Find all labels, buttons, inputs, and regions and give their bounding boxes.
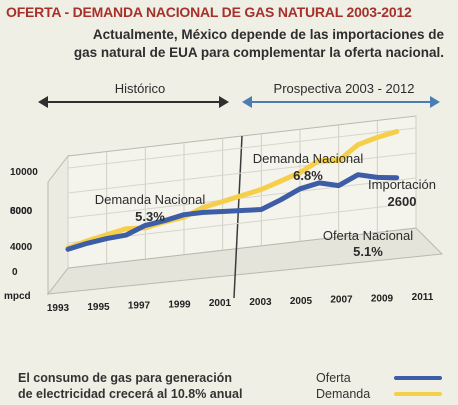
x-tick-label: 2007	[330, 295, 353, 306]
x-tick-label: 2009	[371, 293, 394, 304]
x-tick-label: 1999	[168, 299, 191, 310]
legend-swatch-demanda	[394, 392, 442, 396]
x-tick-label: 2005	[290, 296, 313, 307]
y-axis-unit-label: mpcd	[4, 291, 31, 302]
legend-swatch-oferta	[394, 376, 442, 380]
y-tick-label-zero: 0	[12, 267, 18, 278]
forecast-period-arrow	[242, 96, 440, 108]
annotation-forecast-demand-value: 6.8%	[293, 168, 323, 183]
series-line-oferta	[65, 172, 400, 252]
y-tick-label: 4000	[10, 242, 33, 253]
x-tick-label: 1995	[87, 302, 110, 313]
period-divider	[233, 135, 243, 299]
x-tick-label: 2011	[412, 292, 434, 303]
annotation-supply-label: Oferta Nacional	[323, 228, 413, 243]
subtitle-line-1: Actualmente, México depende de las impor…	[92, 27, 444, 42]
annotation-historic-demand-value: 5.3%	[135, 209, 165, 224]
annotation-forecast-demand-label: Demanda Nacional	[253, 151, 364, 166]
x-tick-label: 1997	[128, 301, 151, 312]
legend-item-oferta: Oferta	[316, 370, 442, 386]
series-layer	[65, 129, 400, 252]
y-tick-label: 10000	[10, 167, 38, 178]
legend-item-demanda: Demanda	[316, 386, 442, 402]
x-tick-label: 1993	[47, 303, 70, 314]
annotation-import-value: 2600	[388, 194, 417, 209]
legend-label-oferta: Oferta	[316, 371, 351, 385]
y-tick-label: 8000	[10, 206, 33, 217]
y-tick-label: 6000	[10, 206, 33, 217]
footnote-line-1: El consumo de gas para generación	[18, 371, 232, 385]
legend: Oferta Demanda	[316, 370, 442, 402]
x-tick-label: 2003	[249, 297, 272, 308]
footnote-line-2: de electricidad crecerá al 10.8% anual	[18, 387, 243, 401]
x-axis-ticks: 1993 1995 1997 1999 2001 2003 2005 2007 2009 2011	[47, 292, 434, 314]
historic-period-arrow	[38, 96, 229, 108]
annotation-import-label: Importación	[368, 177, 436, 192]
footnote: El consumo de gas para generación de ele…	[18, 370, 242, 402]
legend-label-demanda: Demanda	[316, 387, 371, 401]
annotation-supply-value: 5.1%	[353, 244, 383, 259]
grid-line-horizontal	[67, 152, 417, 194]
grid-line-horizontal	[67, 127, 417, 169]
subtitle-line-2: gas natural de EUA para complementar la …	[73, 45, 444, 60]
forecast-period-label: Prospectiva 2003 - 2012	[274, 81, 415, 96]
chart-subtitle: Actualmente, México depende de las impor…	[4, 26, 444, 62]
chart-title: OFERTA - DEMANDA NACIONAL DE GAS NATURAL…	[6, 4, 412, 20]
annotation-historic-demand-label: Demanda Nacional	[95, 192, 206, 207]
x-tick-label: 2001	[209, 298, 232, 309]
series-line-demanda	[65, 129, 400, 251]
historic-period-label: Histórico	[115, 81, 166, 96]
